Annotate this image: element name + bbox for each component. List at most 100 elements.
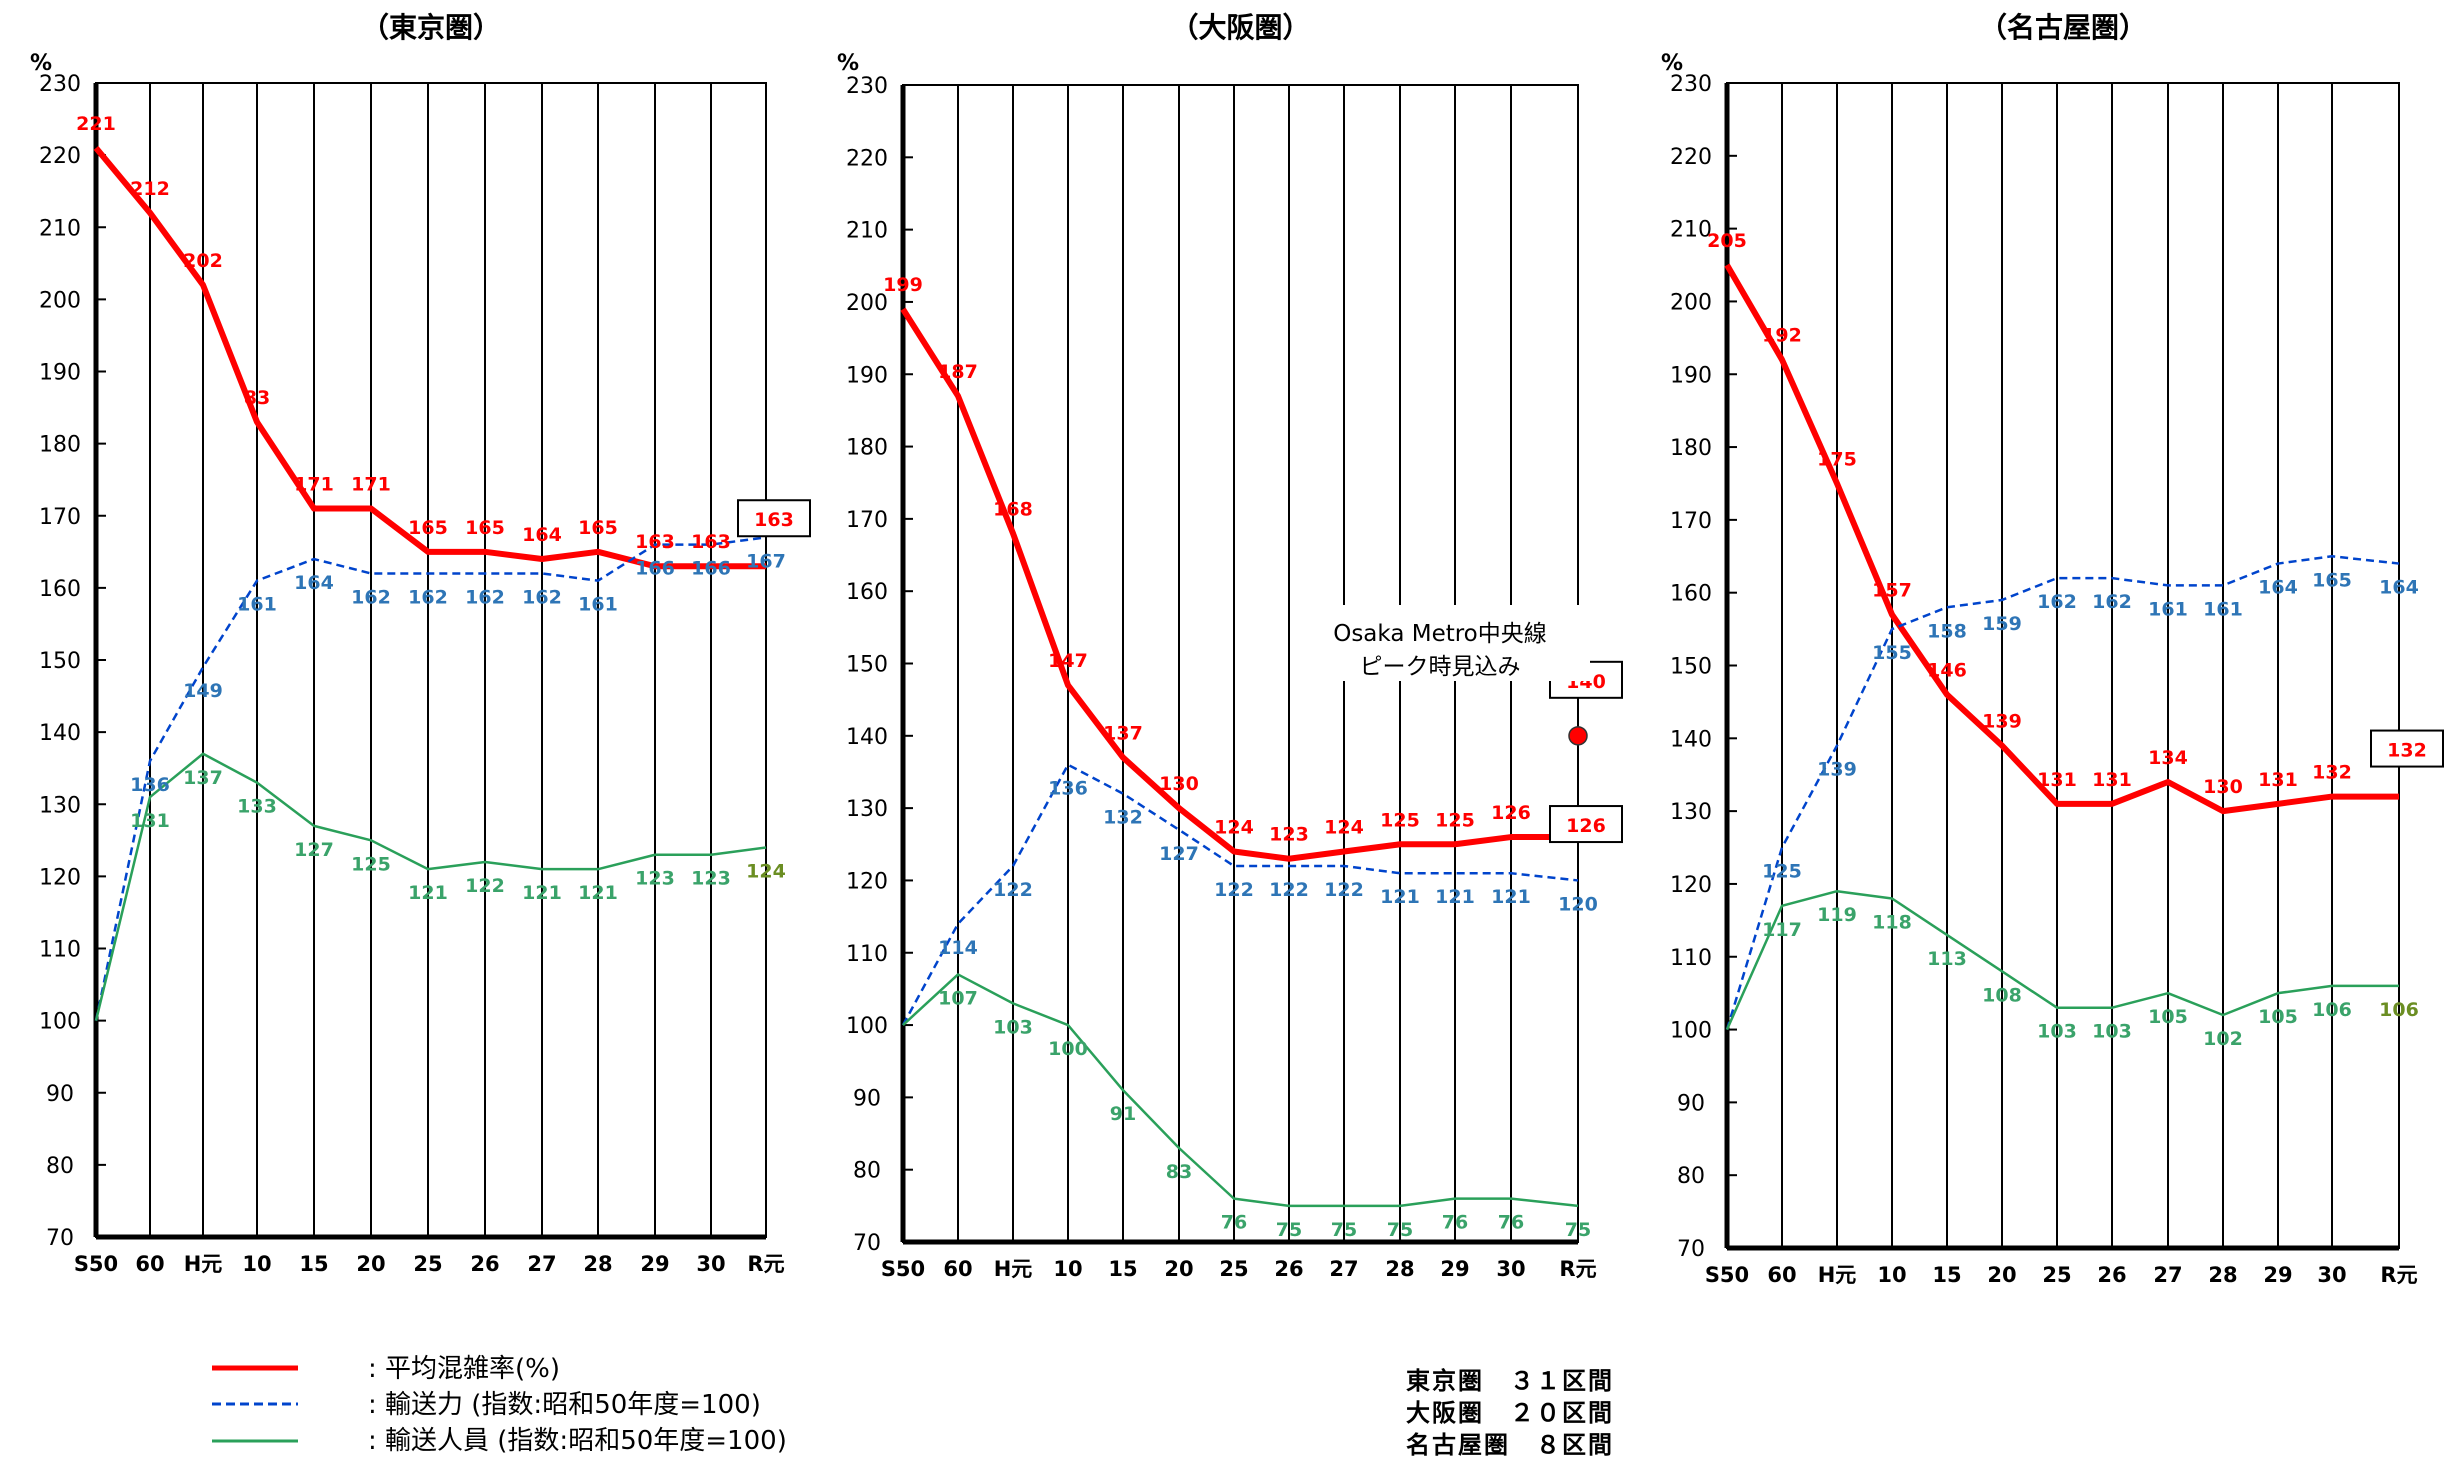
data-label-congestion: 147 (1048, 650, 1088, 672)
data-label-passengers: 131 (130, 810, 170, 832)
data-label-passengers: 83 (1166, 1161, 1192, 1183)
data-label-passengers: 123 (691, 868, 731, 890)
data-label-capacity: 166 (691, 558, 731, 580)
data-label-passengers: 105 (2258, 1006, 2298, 1028)
x-tick-label: 30 (696, 1252, 725, 1276)
y-axis-unit: % (1661, 51, 1683, 76)
note-tokyo: 東京圏 ３１区間 (1406, 1367, 1614, 1395)
data-label-capacity: 167 (746, 550, 786, 572)
y-tick-label: 220 (846, 146, 888, 171)
data-label-capacity: 125 (1762, 861, 1802, 883)
data-label-congestion: 163 (754, 509, 794, 531)
x-tick-label: 30 (1496, 1257, 1525, 1281)
data-label-capacity: 132 (1103, 807, 1143, 829)
data-label-congestion: 199 (883, 274, 923, 296)
x-tick-label: 20 (356, 1252, 385, 1276)
data-label-capacity: 164 (294, 572, 334, 594)
data-label-congestion: 139 (1982, 711, 2022, 733)
y-axis-unit: % (30, 51, 52, 76)
y-tick-label: 190 (1670, 363, 1712, 388)
x-tick-label: 10 (1053, 1257, 1082, 1281)
data-label-capacity: 122 (1324, 879, 1364, 901)
y-tick-label: 130 (846, 797, 888, 822)
y-tick-label: 200 (1670, 290, 1712, 315)
data-label-congestion: 165 (465, 517, 505, 539)
y-tick-label: 200 (846, 291, 888, 316)
data-label-congestion: 131 (2037, 769, 2077, 791)
x-tick-label: 20 (1164, 1257, 1193, 1281)
data-label-capacity: 121 (1491, 886, 1531, 908)
data-label-congestion: 202 (183, 250, 223, 272)
data-label-passengers: 121 (408, 882, 448, 904)
data-label-congestion: 125 (1435, 809, 1475, 831)
x-tick-label: 60 (135, 1252, 164, 1276)
data-label-capacity: 122 (1214, 879, 1254, 901)
note-nagoya: 名古屋圏 ８区間 (1406, 1431, 1614, 1459)
x-tick-label: S50 (881, 1257, 925, 1281)
x-tick-label: R元 (2380, 1263, 2417, 1287)
x-tick-label: 29 (1440, 1257, 1469, 1281)
data-label-capacity: 161 (237, 594, 277, 616)
chart-title: （大阪圏） (1170, 11, 1310, 44)
data-label-congestion: 163 (691, 531, 731, 553)
data-label-congestion: 205 (1707, 230, 1747, 252)
data-label-capacity: 155 (1872, 642, 1912, 664)
data-label-passengers: 107 (938, 987, 978, 1009)
data-label-capacity: 161 (578, 594, 618, 616)
y-tick-label: 100 (1670, 1019, 1712, 1044)
data-label-capacity: 162 (2037, 591, 2077, 613)
annotation-text: Osaka Metro中央線 (1333, 621, 1547, 647)
x-tick-label: 20 (1987, 1263, 2016, 1287)
data-label-congestion: 125 (1380, 809, 1420, 831)
x-tick-label: H元 (184, 1252, 223, 1276)
y-tick-label: 130 (39, 793, 81, 818)
x-tick-label: 28 (583, 1252, 612, 1276)
legend: : 平均混雑率(%) : 輸送力 (指数:昭和50年度=100) : 輸送人員 … (212, 1354, 787, 1456)
x-tick-label: 30 (2317, 1263, 2346, 1287)
data-label-capacity: 166 (635, 558, 675, 580)
plot-frame (1726, 82, 2400, 1249)
data-label-passengers: 102 (2203, 1028, 2243, 1050)
data-label-capacity: 161 (2203, 598, 2243, 620)
series-line-passengers (902, 973, 1579, 1208)
x-tick-label: 25 (413, 1252, 442, 1276)
data-label-congestion: 130 (2203, 776, 2243, 798)
data-label-congestion: 123 (1269, 824, 1309, 846)
legend-label-congestion: : 平均混雑率(%) (368, 1354, 560, 1384)
y-tick-label: 110 (39, 938, 81, 963)
data-label-congestion: 192 (1762, 325, 1802, 347)
x-tick-label: 60 (943, 1257, 972, 1281)
data-label-congestion: 146 (1927, 660, 1967, 682)
x-tick-label: R元 (747, 1252, 784, 1276)
data-label-passengers: 76 (1442, 1212, 1468, 1234)
data-label-capacity: 122 (1269, 879, 1309, 901)
data-label-congestion: 131 (2258, 769, 2298, 791)
y-tick-label: 70 (853, 1231, 881, 1256)
data-label-congestion: 83 (244, 387, 270, 409)
y-tick-label: 230 (39, 72, 81, 97)
legend-label-capacity: : 輸送力 (指数:昭和50年度=100) (368, 1390, 761, 1420)
y-tick-label: 100 (846, 1014, 888, 1039)
data-label-capacity: 136 (130, 774, 170, 796)
y-tick-label: 110 (846, 942, 888, 967)
data-label-congestion: 131 (2092, 769, 2132, 791)
x-tick-label: 26 (1274, 1257, 1303, 1281)
x-tick-label: 26 (2097, 1263, 2126, 1287)
y-tick-label: 170 (39, 505, 81, 530)
x-tick-label: H元 (1818, 1263, 1857, 1287)
series-line-congestion (93, 145, 766, 570)
x-tick-label: 15 (1932, 1263, 1961, 1287)
y-tick-label: 160 (1670, 582, 1712, 607)
y-tick-label: 220 (39, 144, 81, 169)
data-label-passengers: 105 (2148, 1006, 2188, 1028)
data-label-passengers: 76 (1221, 1212, 1247, 1234)
data-label-capacity: 120 (1558, 893, 1598, 915)
y-tick-label: 160 (39, 577, 81, 602)
y-tick-label: 180 (1670, 436, 1712, 461)
data-label-passengers: 106 (2312, 999, 2352, 1021)
x-tick-label: S50 (1705, 1263, 1749, 1287)
data-label-congestion: 124 (1214, 817, 1254, 839)
y-tick-label: 230 (1670, 72, 1712, 97)
x-tick-label: 28 (2208, 1263, 2237, 1287)
x-tick-label: 25 (2042, 1263, 2071, 1287)
